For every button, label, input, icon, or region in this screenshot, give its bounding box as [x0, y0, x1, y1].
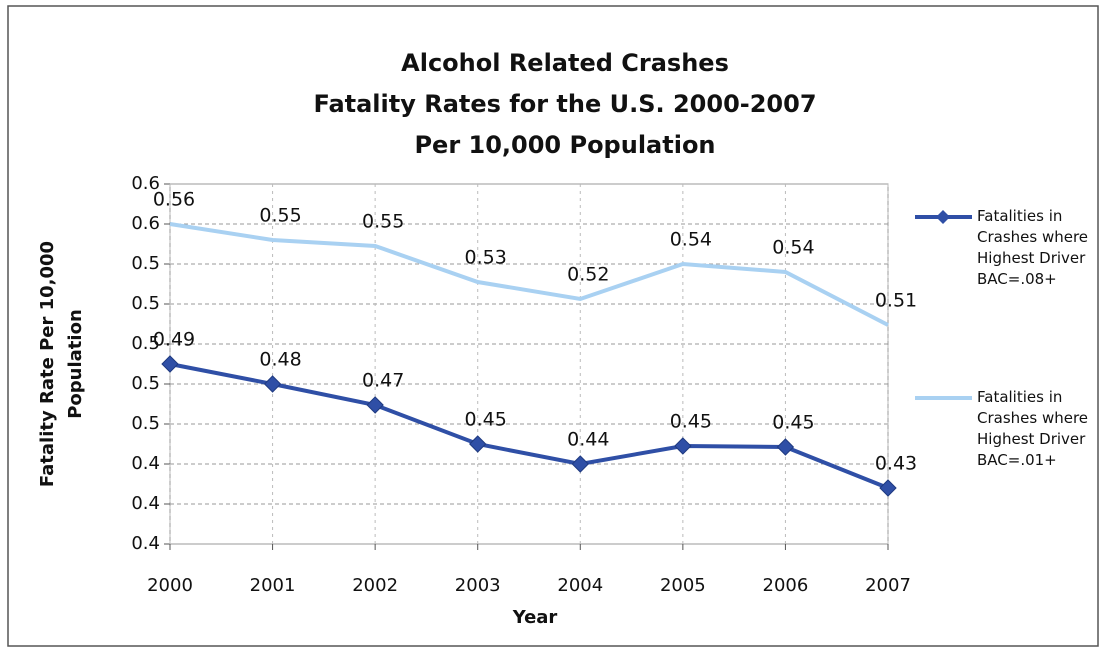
x-tick-label: 2007: [865, 575, 911, 596]
y-tick-label: 0.6: [131, 173, 160, 194]
data-label: 0.45: [465, 409, 507, 431]
y-tick-label: 0.4: [131, 453, 160, 474]
x-tick-label: 2004: [557, 575, 603, 596]
data-label: 0.47: [362, 370, 404, 392]
data-label: 0.55: [259, 205, 301, 227]
y-tick-label: 0.5: [131, 413, 160, 434]
data-label: 0.53: [465, 247, 507, 269]
data-label: 0.49: [153, 329, 195, 351]
data-label: 0.44: [567, 429, 609, 451]
data-label: 0.48: [259, 349, 301, 371]
data-label: 0.54: [670, 229, 712, 251]
chart-title: Fatality Rates for the U.S. 2000-2007: [313, 90, 816, 118]
y-tick-label: 0.5: [131, 293, 160, 314]
y-axis-label: Fatality Rate Per 10,000: [37, 241, 58, 487]
data-label: 0.45: [772, 412, 814, 434]
x-tick-label: 2003: [455, 575, 501, 596]
marker: [263, 375, 282, 393]
legend-label: Fatalities in Crashes where Highest Driv…: [977, 388, 1089, 469]
x-tick-label: 2000: [147, 575, 193, 596]
marker: [674, 437, 692, 455]
data-label: 0.56: [153, 189, 195, 211]
legend-marker: [936, 210, 950, 224]
y-tick-label: 0.5: [131, 333, 160, 354]
data-label: 0.43: [875, 453, 917, 475]
x-tick-label: 2001: [250, 575, 296, 596]
y-tick-label: 0.5: [131, 373, 160, 394]
x-tick-label: 2006: [763, 575, 809, 596]
data-label: 0.55: [362, 211, 404, 233]
y-tick-label: 0.4: [131, 533, 160, 554]
data-label: 0.45: [670, 411, 712, 433]
data-label: 0.54: [772, 237, 814, 259]
chart-title: Per 10,000 Population: [414, 131, 715, 159]
legend-label: Fatalities in Crashes where Highest Driv…: [977, 207, 1089, 288]
marker: [879, 479, 897, 497]
x-tick-label: 2005: [660, 575, 706, 596]
y-tick-label: 0.6: [131, 213, 160, 234]
data-label: 0.51: [875, 290, 917, 312]
y-tick-label: 0.5: [131, 253, 160, 274]
chart-title: Alcohol Related Crashes: [401, 49, 729, 77]
series-line: [169, 222, 889, 327]
x-axis-label: Year: [512, 607, 558, 628]
y-axis-label: Population: [65, 309, 86, 419]
marker: [776, 438, 795, 456]
marker: [366, 396, 384, 414]
marker: [161, 355, 179, 373]
series-line: [169, 362, 889, 490]
data-label: 0.52: [567, 264, 609, 286]
y-tick-label: 0.4: [131, 493, 160, 514]
marker: [571, 455, 589, 473]
chart-border: [7, 5, 1099, 647]
marker: [469, 435, 487, 453]
x-tick-label: 2002: [352, 575, 398, 596]
